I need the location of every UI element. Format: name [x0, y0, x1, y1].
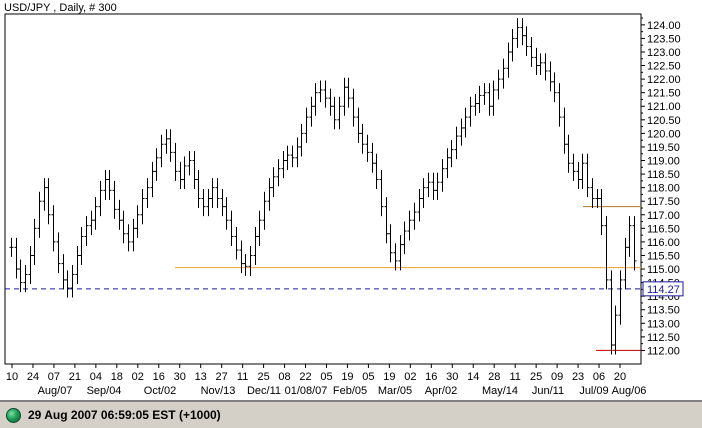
x-tick-label: 25: [257, 371, 269, 383]
y-tick-label: 121.00: [647, 101, 681, 113]
x-month-label: Dec/11: [247, 385, 281, 397]
chart-area[interactable]: USD/JPY , Daily, # 300 112.00 112.50 113.0…: [0, 0, 702, 402]
x-tick-label: 02: [132, 371, 144, 383]
y-tick-label: 123.50: [647, 33, 681, 45]
plot-border: [4, 13, 642, 365]
x-tick-label: 08: [278, 371, 290, 383]
x-tick-label: 07: [48, 371, 60, 383]
x-tick-label: 28: [488, 371, 500, 383]
y-axis: 112.00112.50113.00113.50114.00114.50115.…: [641, 17, 681, 357]
x-month-label: Jun/11: [532, 385, 564, 397]
x-tick-label: 27: [216, 371, 228, 383]
x-month-label: Aug/06: [612, 385, 647, 397]
y-tick-label: 113.50: [647, 305, 680, 317]
x-tick-label: 05: [362, 371, 374, 383]
chart-title: USD/JPY , Daily, # 300: [4, 2, 117, 14]
x-tick-label: 13: [195, 371, 207, 383]
current-value-label: 114.27: [647, 284, 680, 296]
y-tick-label: 120.50: [647, 115, 681, 127]
x-tick-label: 20: [614, 371, 626, 383]
x-tick-label: 02: [404, 371, 416, 383]
y-tick-label: 112.50: [647, 332, 680, 344]
y-tick-label: 122.50: [647, 61, 681, 73]
y-tick-label: 117.00: [647, 210, 680, 222]
x-tick-label: 11: [237, 371, 248, 383]
status-led-icon: [6, 408, 21, 423]
status-bar: 29 Aug 2007 06:59:05 EST (+1000): [0, 400, 702, 428]
x-month-label: Feb/05: [333, 385, 367, 397]
y-tick-label: 112.00: [647, 345, 680, 357]
x-tick-label: 30: [446, 371, 458, 383]
y-tick-label: 118.50: [647, 169, 680, 181]
y-tick-label: 119.00: [647, 156, 680, 168]
y-tick-label: 120.00: [647, 128, 681, 140]
status-timestamp: 29 Aug 2007 06:59:05 EST (+1000): [28, 408, 221, 422]
x-tick-label: 05: [320, 371, 332, 383]
x-tick-label: 04: [90, 371, 102, 383]
current-value-box: [642, 281, 684, 297]
y-tick-label: 115.50: [647, 250, 680, 262]
y-tick-label: 124.00: [647, 20, 681, 32]
y-tick-label: 122.00: [647, 74, 681, 86]
y-tick-label: 121.50: [647, 88, 681, 100]
y-tick-label: 123.00: [647, 47, 681, 59]
x-tick-label: 09: [551, 371, 563, 383]
x-tick-label: 14: [467, 371, 479, 383]
x-tick-label: 18: [111, 371, 123, 383]
x-tick-label: 25: [530, 371, 542, 383]
x-month-label: Mar/05: [378, 385, 412, 397]
x-tick-label: 24: [27, 371, 39, 383]
y-tick-label: 113.00: [647, 318, 680, 330]
x-month-label: Jul/09: [579, 385, 608, 397]
y-tick-label: 118.00: [647, 183, 680, 195]
x-month-label: Sep/04: [87, 385, 122, 397]
x-tick-label: 11: [509, 371, 520, 383]
x-month-label: May/14: [482, 385, 518, 397]
y-tick-label: 116.00: [647, 237, 680, 249]
x-tick-label: 23: [572, 371, 584, 383]
x-month-label: Oct/02: [144, 385, 176, 397]
y-tick-label: 117.50: [647, 196, 680, 208]
x-month-label: 01/08/07: [285, 385, 328, 397]
y-tick-label: 115.00: [647, 264, 680, 276]
y-tick-label: 119.50: [647, 142, 680, 154]
x-tick-label: 16: [425, 371, 437, 383]
price-bars: [9, 18, 637, 355]
x-month-label: Aug/07: [38, 385, 73, 397]
x-tick-label: 21: [69, 371, 81, 383]
current-value-marker: 114.27: [642, 281, 684, 297]
x-tick-label: 19: [341, 371, 353, 383]
x-tick-label: 19: [383, 371, 395, 383]
x-month-label: Nov/13: [201, 385, 236, 397]
x-tick-label: 30: [174, 371, 186, 383]
x-tick-label: 16: [153, 371, 165, 383]
x-month-label: Apr/02: [425, 385, 457, 397]
x-axis: 10 24 07 21 04 18 02 16 30 13 27 11 25 08 22 05 19 05 19 02…: [6, 364, 647, 397]
x-tick-label: 06: [593, 371, 605, 383]
x-tick-label: 22: [299, 371, 311, 383]
x-tick-label: 10: [6, 371, 18, 383]
y-tick-label: 116.50: [647, 223, 680, 235]
